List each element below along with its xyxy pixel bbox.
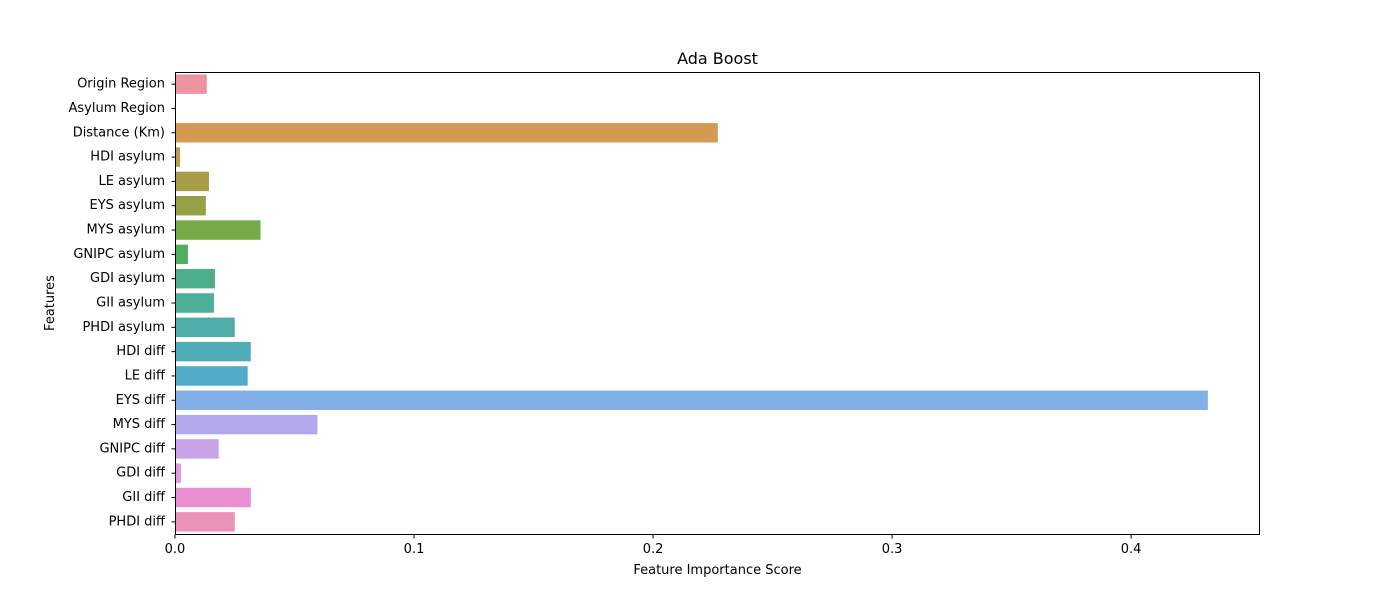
y-tick-label: Origin Region [77,77,165,92]
x-tick-label: 0.4 [1121,542,1142,557]
x-axis: 0.0 0.1 0.2 0.3 0.4 [165,534,1142,557]
y-tick-label: PHDI asylum [82,320,165,335]
bar-3 [175,147,181,167]
bar-18 [175,512,235,532]
bar-10 [175,317,235,338]
y-tick-label: GII asylum [96,296,165,311]
x-axis-label: Feature Importance Score [633,563,801,578]
x-tick-label: 0.0 [165,542,186,557]
bars-group [175,74,1208,532]
bar-14 [175,414,318,435]
y-tick-label: HDI diff [116,344,166,359]
bar-0 [175,74,207,94]
y-axis-label: Features [43,275,58,331]
bar-13 [175,390,1208,410]
y-tick-label: EYS asylum [90,198,166,213]
y-tick-label: GNIPC asylum [73,247,165,262]
chart-title: Ada Boost [677,49,758,68]
bar-11 [175,341,251,362]
bar-5 [175,196,206,216]
y-tick-label: GDI diff [116,466,166,481]
y-tick-label: Asylum Region [68,101,165,116]
bar-16 [175,463,181,483]
x-tick-label: 0.1 [404,542,425,557]
bar-7 [175,244,188,265]
y-tick-label: MYS asylum [87,223,166,238]
y-tick-label: GII diff [122,490,166,505]
bar-6 [175,220,261,240]
y-tick-label: MYS diff [113,417,166,432]
y-tick-label: Distance (Km) [73,125,165,140]
y-tick-label: GDI asylum [90,271,165,286]
bar-12 [175,366,248,386]
y-tick-label: LE diff [125,368,166,383]
plot-frame [175,72,1260,535]
y-tick-label: LE asylum [98,174,165,189]
y-tick-label: PHDI diff [109,514,166,529]
x-tick-label: 0.2 [643,542,664,557]
bar-15 [175,439,219,459]
bar-17 [175,487,251,508]
y-axis: Origin Region Asylum Region Distance (Km) H… [68,77,176,529]
bar-9 [175,293,214,313]
bar-4 [175,171,209,192]
y-tick-label: GNIPC diff [99,441,166,456]
y-tick-label: HDI asylum [90,150,165,165]
y-tick-label: EYS diff [116,393,166,408]
bar-8 [175,268,215,289]
x-tick-label: 0.3 [882,542,903,557]
bar-2 [175,123,718,143]
